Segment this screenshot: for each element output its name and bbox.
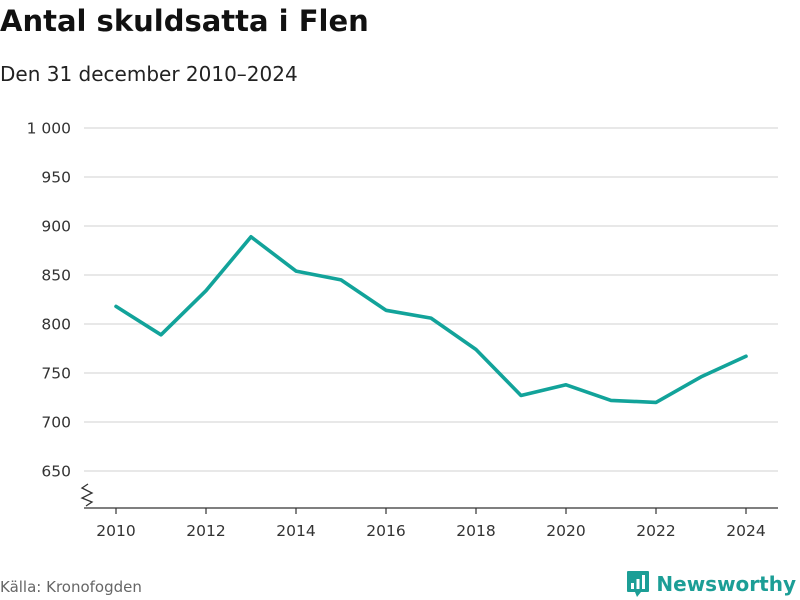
axis-break-icon <box>80 483 94 507</box>
chart-title: Antal skuldsatta i Flen <box>0 4 369 38</box>
brand-logo[interactable]: Newsworthy <box>626 569 796 599</box>
x-tick-label: 2016 <box>366 522 405 540</box>
x-axis <box>80 483 778 509</box>
x-axis-ticks: 2010 2012 2014 2016 2018 2020 2022 2024 <box>96 508 766 540</box>
x-tick-label: 2012 <box>186 522 225 540</box>
y-tick-label: 900 <box>41 218 71 236</box>
y-tick-label: 750 <box>41 365 71 383</box>
x-tick-label: 2018 <box>456 522 495 540</box>
y-axis-ticks: 650 700 750 800 850 900 950 1 000 <box>27 120 71 481</box>
x-tick-label: 2024 <box>726 522 765 540</box>
x-tick-label: 2022 <box>636 522 675 540</box>
x-tick-label: 2010 <box>96 522 135 540</box>
y-tick-label: 800 <box>41 316 71 334</box>
grid-lines <box>84 127 778 472</box>
source-note: Källa: Kronofogden <box>0 578 142 596</box>
y-tick-label: 850 <box>41 267 71 285</box>
series-line-0 <box>114 235 748 405</box>
series-layer <box>114 235 748 405</box>
y-tick-label: 650 <box>41 463 71 481</box>
brand-name: Newsworthy <box>656 572 796 596</box>
y-tick-label: 1 000 <box>27 120 71 138</box>
x-tick-label: 2014 <box>276 522 315 540</box>
chart-subtitle: Den 31 december 2010–2024 <box>0 62 298 86</box>
y-tick-label: 700 <box>41 414 71 432</box>
y-tick-label: 950 <box>41 169 71 187</box>
x-tick-label: 2020 <box>546 522 585 540</box>
newsworthy-logo-icon <box>627 571 650 597</box>
